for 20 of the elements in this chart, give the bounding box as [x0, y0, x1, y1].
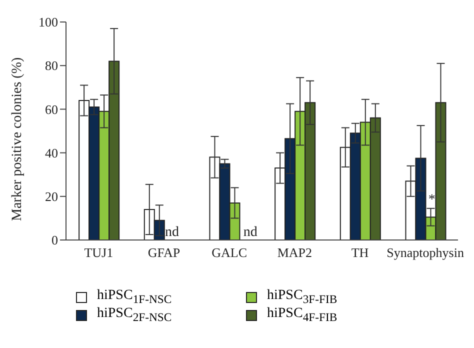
y-tick-label: 100: [38, 14, 58, 30]
annotation: nd: [165, 225, 179, 240]
legend-label: hiPSC$_{2F-NSC}$: [97, 306, 172, 324]
x-tick-label: MAP2: [277, 245, 312, 260]
y-tick-label: 20: [45, 189, 58, 204]
y-tick-label: 60: [45, 102, 58, 117]
x-tick-label: TUJ1: [84, 245, 114, 260]
y-axis-title: Marker positive colonies (%): [10, 56, 25, 221]
y-tick-label: 80: [45, 58, 58, 74]
x-tick-label: TH: [351, 245, 369, 260]
x-tick-label: GFAP: [148, 245, 180, 260]
annotation: nd: [243, 225, 258, 240]
x-tick-label: Synaptophysin: [386, 245, 464, 260]
y-tick-label: 0: [52, 232, 58, 248]
y-tick-label: 40: [45, 145, 58, 160]
legend-label: hiPSC$_{4F-FIB}$: [267, 306, 338, 324]
annotation: *: [428, 192, 436, 208]
x-tick-label: GALC: [212, 245, 248, 260]
legend-label: hiPSC$_{3F-FIB}$: [267, 288, 338, 306]
legend-label: hiPSC$_{1F-NSC}$: [97, 288, 172, 306]
